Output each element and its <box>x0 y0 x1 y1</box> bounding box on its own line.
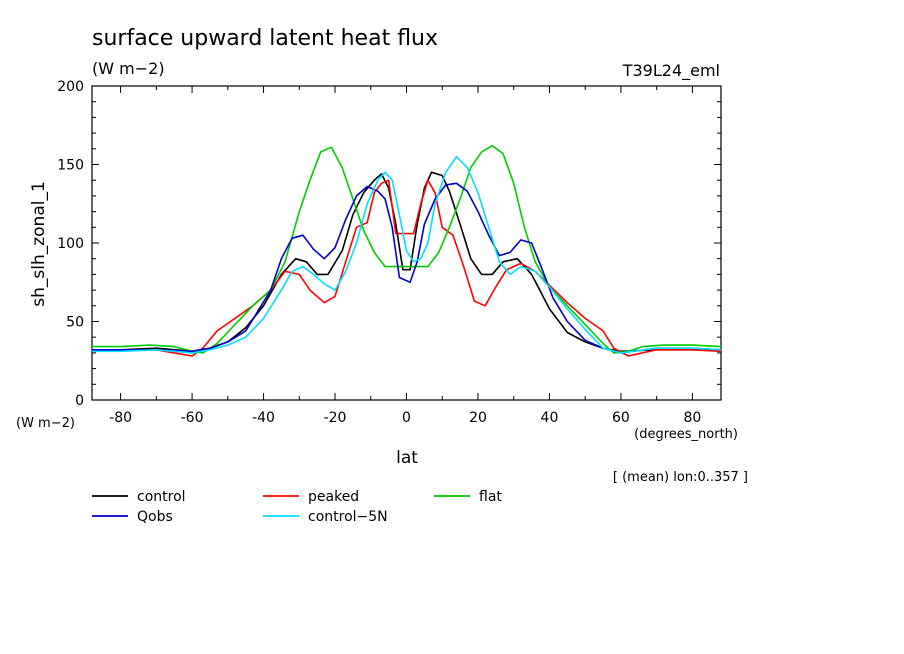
x-axis: -80 -60 -40 -20 0 20 40 60 80 <box>109 86 701 426</box>
x-tick-label: -60 <box>181 410 204 426</box>
x-tick-label: -40 <box>252 410 275 426</box>
legend-label: peaked <box>308 489 359 505</box>
x-tick-label: -80 <box>109 410 132 426</box>
x-tick-label: 60 <box>612 410 630 426</box>
x-tick-label: 0 <box>402 410 411 426</box>
chart-subtitle: (W m−2) <box>92 59 165 78</box>
series-line-qobs <box>92 182 722 354</box>
y-tick-label: 150 <box>57 158 84 174</box>
series-line-flat <box>92 144 722 354</box>
y-tick-label: 100 <box>57 236 84 252</box>
x-tick-label: 40 <box>541 410 559 426</box>
legend-label: Qobs <box>137 509 173 525</box>
y-units-label: (W m−2) <box>16 416 75 431</box>
x-axis-label: lat <box>396 448 418 468</box>
run-label: T39L24_eml <box>622 61 720 81</box>
series-lines <box>92 144 722 357</box>
legend-item: Qobs <box>92 509 173 525</box>
y-tick-label: 50 <box>66 315 84 331</box>
y-axis-label: sh_slh_zonal_1 <box>29 181 49 307</box>
legend-item: control−5N <box>263 509 388 525</box>
legend-label: control−5N <box>308 509 388 525</box>
legend-label: control <box>137 489 186 505</box>
series-line-control <box>92 171 721 353</box>
x-tick-label: 80 <box>683 410 701 426</box>
legend-item: peaked <box>263 489 359 505</box>
legend: control peaked flat Qobs control−5N <box>92 489 502 525</box>
y-tick-label: 0 <box>75 393 84 409</box>
y-axis: 0 50 100 150 200 <box>57 79 721 409</box>
legend-item: flat <box>434 489 502 505</box>
legend-label: flat <box>479 489 502 505</box>
chart-title: surface upward latent heat flux <box>92 26 438 51</box>
x-units-label: (degrees_north) <box>634 427 738 442</box>
y-tick-label: 200 <box>57 79 84 95</box>
legend-item: control <box>92 489 186 505</box>
series-line-control-5n <box>92 155 722 354</box>
footnote: [ (mean) lon:0..357 ] <box>613 470 748 485</box>
x-tick-label: -20 <box>324 410 347 426</box>
series-line-peaked <box>92 179 722 357</box>
x-tick-label: 20 <box>469 410 487 426</box>
plot-area: -80 -60 -40 -20 0 20 40 60 80 0 50 100 150 200 <box>57 79 722 426</box>
